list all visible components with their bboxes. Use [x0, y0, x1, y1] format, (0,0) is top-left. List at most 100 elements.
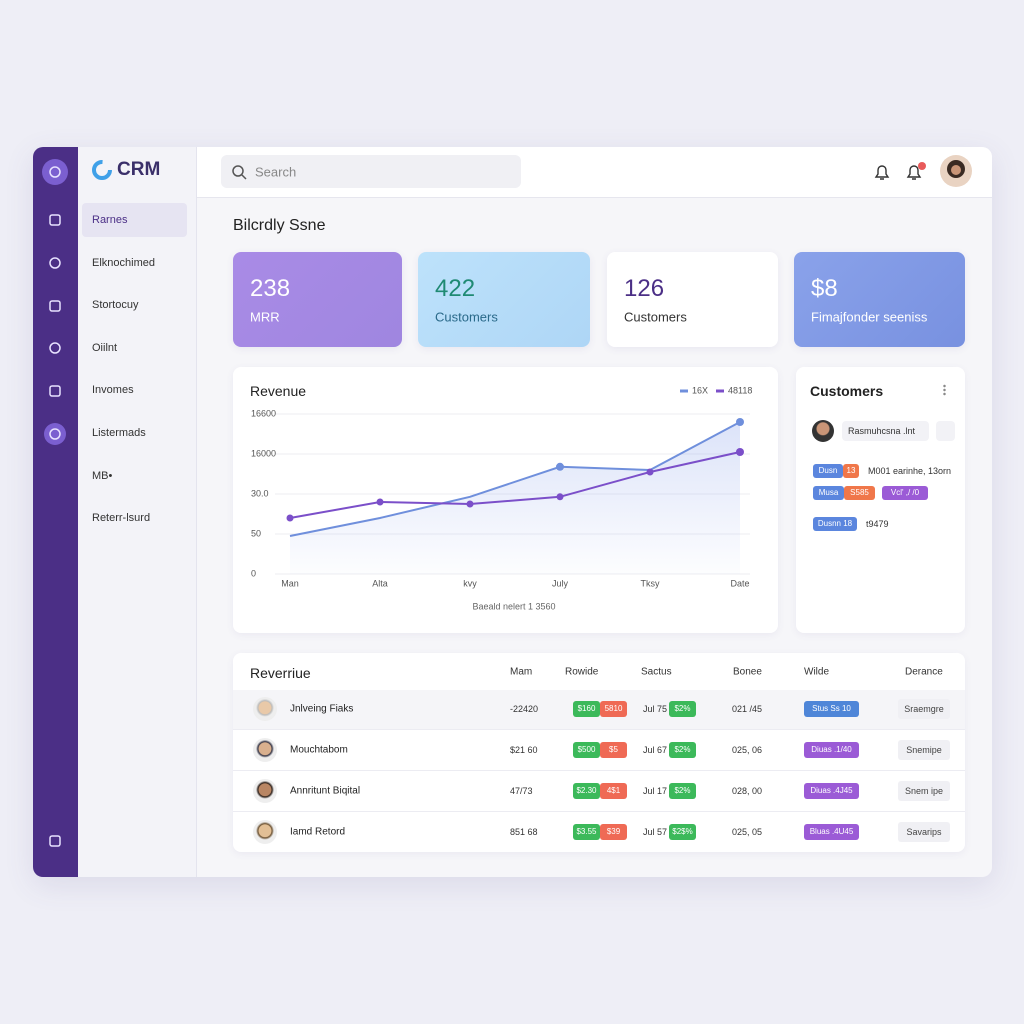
- kpi-label: MRR: [250, 309, 280, 325]
- y-tick-label: 16600: [251, 408, 276, 418]
- row-divider: [233, 729, 965, 730]
- row-score: 028, 00: [732, 786, 763, 796]
- contact-box: [842, 421, 929, 441]
- row-name: Jnlveing Fiaks: [290, 703, 354, 715]
- sidebar-icon: [49, 428, 61, 440]
- customers-card: [796, 367, 965, 633]
- row-divider: [233, 770, 965, 771]
- row-avatar: [253, 820, 277, 844]
- row-chip: $2%: [669, 742, 696, 758]
- kpi-card[interactable]: [233, 252, 402, 347]
- kpi-card[interactable]: [607, 252, 778, 347]
- nav-panel: [78, 147, 197, 877]
- kpi-card[interactable]: [418, 252, 590, 347]
- y-tick-label: 30.0: [251, 488, 269, 498]
- sidebar-icon: [49, 166, 61, 178]
- row-amount: 47/73: [510, 786, 533, 796]
- brand-name: CRM: [117, 159, 161, 180]
- table-title: Reverriue: [250, 665, 311, 681]
- tag: Dusnn 18: [813, 517, 857, 531]
- sidebar-icon: [49, 342, 61, 354]
- y-tick-label: 50: [251, 528, 261, 538]
- row-chip: $2$%: [669, 824, 696, 840]
- table-header: Mam: [510, 666, 533, 678]
- row-action[interactable]: Sraemgre: [898, 699, 950, 719]
- contact-button[interactable]: [936, 421, 955, 441]
- row-amount: -22420: [510, 704, 539, 714]
- table-header: Derance: [905, 666, 943, 678]
- row-date: Jul 57: [643, 827, 668, 837]
- row-date: Jul 17: [643, 786, 668, 796]
- y-tick-label: 16000: [251, 448, 276, 458]
- row-chip: 5810: [600, 701, 627, 717]
- kpi-label: Customers: [624, 309, 687, 325]
- table-header: Sactus: [641, 666, 672, 678]
- legend-label: 48118: [728, 385, 752, 395]
- chart-caption: Baeald nelert 1 3560: [472, 601, 555, 611]
- user-avatar[interactable]: [940, 155, 972, 187]
- contact-name: Rasmuhcsna .lnt: [848, 426, 916, 436]
- row-chip: $160: [573, 701, 600, 717]
- x-tick-label: kvy: [463, 578, 477, 588]
- nav-active-bg: [82, 203, 187, 237]
- area: [290, 422, 740, 574]
- row-amount: $21 60: [510, 745, 538, 755]
- point: [556, 462, 564, 471]
- row-date: Jul 75: [643, 704, 668, 714]
- table-header: Bonee: [733, 666, 762, 678]
- search-box[interactable]: [221, 155, 521, 188]
- row-chip: 4$1: [600, 783, 627, 799]
- sidebar-active: [44, 423, 66, 445]
- chart-title: Revenue: [250, 383, 307, 399]
- row-chip: $2%: [669, 701, 696, 717]
- point: [556, 493, 564, 501]
- point: [376, 498, 384, 506]
- sidebar-icon: [49, 300, 61, 312]
- kpi-label: Fimajfonder seeniss: [811, 309, 928, 325]
- row-avatar: [253, 779, 277, 803]
- nav-item[interactable]: Invomes: [92, 384, 134, 397]
- notification-icons[interactable]: [872, 161, 932, 183]
- customers-title: Customers: [810, 383, 884, 399]
- row-status: Bluas .4U45: [804, 824, 859, 840]
- point: [466, 500, 474, 508]
- kpi-value: $8: [811, 275, 838, 302]
- kpi-card[interactable]: [794, 252, 965, 347]
- sidebar-icon: [49, 835, 61, 847]
- x-tick-label: Man: [281, 578, 299, 588]
- kpi-value: 422: [435, 275, 476, 302]
- row-divider: [233, 811, 965, 812]
- nav-item[interactable]: Oiilnt: [92, 341, 118, 354]
- row-chip: $2%: [669, 783, 696, 799]
- row-action[interactable]: Snem ipe: [898, 781, 950, 801]
- search-placeholder: Search: [255, 164, 297, 180]
- menu-dots[interactable]: [943, 384, 946, 396]
- nav-item[interactable]: Reterr-lsurd: [92, 512, 151, 525]
- line: [289, 421, 741, 537]
- nav-item[interactable]: Rarnes: [92, 214, 128, 226]
- nav-item[interactable]: Stortocuy: [92, 299, 139, 312]
- point: [286, 514, 294, 522]
- sidebar-logo: [42, 159, 68, 185]
- nav-item[interactable]: Elknochimed: [92, 256, 155, 269]
- row-status: Diuas .4J45: [804, 783, 859, 799]
- row-chip: $39: [600, 824, 627, 840]
- nav-item[interactable]: Listermads: [92, 427, 146, 439]
- row-action[interactable]: Savarips: [898, 822, 950, 842]
- tag-note: M001 earinhe, 13orn: [868, 466, 952, 476]
- row-action[interactable]: Snemipe: [898, 740, 950, 760]
- row-name: Mouchtabom: [290, 744, 348, 756]
- search-icon: [232, 165, 247, 180]
- row-chip: $3.55: [573, 824, 600, 840]
- row-avatar: [253, 738, 277, 762]
- row-score: 025, 06: [732, 745, 763, 755]
- row-status: Stus Ss 10: [804, 701, 859, 717]
- sidebar-icon: [49, 214, 61, 226]
- nav-item[interactable]: MB•: [92, 469, 113, 482]
- row-chip: $500: [573, 742, 600, 758]
- brand-logo: [92, 160, 112, 180]
- row-avatar: [253, 697, 277, 721]
- page-title: Bilcrdly Ssne: [233, 217, 326, 234]
- kpi-label: Customers: [435, 309, 498, 325]
